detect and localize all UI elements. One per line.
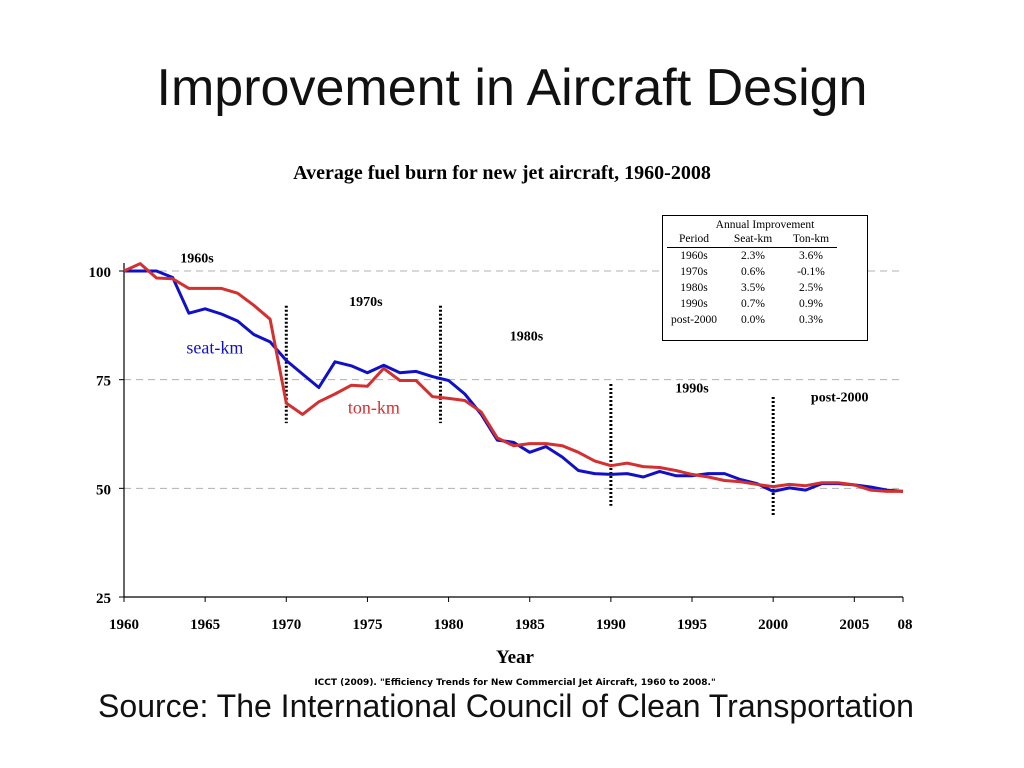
table-cell: 1990s (680, 298, 708, 310)
x-tick-label: 2000 (758, 617, 788, 633)
table-cell: 1980s (680, 282, 708, 294)
table-cell: 2.5% (799, 282, 823, 294)
table-row: 1990s 0.7% 0.9% (667, 296, 837, 312)
table-cell: 0.0% (741, 314, 765, 326)
table-cell: 3.6% (799, 250, 823, 262)
table-cell: 1960s (680, 250, 708, 262)
x-tick-labels: 1960 1965 1970 1975 1980 1985 1990 1995 2000 2005… (109, 617, 913, 633)
x-tick-label: 1985 (515, 617, 545, 633)
table-cell: 3.5% (741, 282, 765, 294)
slide-title: Improvement in Aircraft Design (156, 59, 868, 117)
series-label-seat-km: seat-km (186, 338, 243, 358)
x-tick-label: 1980 (434, 617, 464, 633)
improvement-grid: Period Seat-km Ton-km 1960s 2.3% 3.6% 19… (667, 231, 837, 328)
y-tick-labels: 100 75 50 25 (89, 265, 112, 607)
chart-title: Average fuel burn for new jet aircraft, … (293, 162, 711, 184)
x-tick-label: 1965 (190, 617, 220, 633)
table-cell: 0.3% (799, 314, 823, 326)
x-tick-label: 1960 (109, 617, 139, 633)
header-period: Period (667, 231, 721, 248)
header-seat-km: Seat-km (721, 231, 785, 248)
y-tick-label: 75 (96, 374, 111, 390)
x-tick-label: 1995 (677, 617, 707, 633)
period-label: 1990s (675, 382, 709, 397)
axes (119, 263, 904, 602)
table-cell: 0.6% (741, 266, 765, 278)
citation-text: ICCT (2009). "Efficiency Trends for New … (314, 678, 716, 688)
series-line-seat-km (124, 269, 904, 493)
y-tick-label: 100 (89, 265, 112, 281)
source-text: Source: The International Council of Cle… (98, 688, 914, 724)
series-label-ton-km: ton-km (348, 398, 400, 418)
table-header-row: Period Seat-km Ton-km (667, 231, 837, 248)
series-line-ton-km (123, 262, 903, 493)
period-label: 1980s (510, 330, 544, 345)
period-labels: 1960s 1970s 1980s 1990s post-2000 (180, 251, 868, 405)
x-tick-label: 08 (898, 617, 913, 633)
table-cell: -0.1% (797, 266, 825, 278)
period-label: post-2000 (811, 390, 869, 405)
y-tick-label: 25 (96, 591, 111, 607)
table-row: post-2000 0.0% 0.3% (667, 312, 837, 328)
table-row: 1980s 3.5% 2.5% (667, 280, 837, 296)
series-lines (123, 262, 904, 493)
x-tick-label: 1975 (352, 617, 382, 633)
x-tick-label: 1970 (271, 617, 301, 633)
table-cell: post-2000 (671, 314, 717, 326)
period-label: 1970s (349, 295, 383, 310)
y-tick-label: 50 (96, 482, 111, 498)
annual-improvement-table: Annual Improvement Period Seat-km Ton-km… (662, 215, 868, 341)
x-tick-label: 1990 (596, 617, 626, 633)
table-cell: 1970s (680, 266, 708, 278)
period-label: 1960s (180, 251, 214, 266)
annual-improvement-caption: Annual Improvement (715, 219, 815, 231)
x-axis-label: Year (496, 647, 535, 668)
table-cell: 0.9% (799, 298, 823, 310)
table-row: 1970s 0.6% -0.1% (667, 264, 837, 280)
table-cell: 2.3% (741, 250, 765, 262)
table-row: 1960s 2.3% 3.6% (667, 248, 837, 265)
table-cell: 0.7% (741, 298, 765, 310)
series-labels: seat-km ton-km (186, 338, 400, 418)
x-tick-label: 2005 (839, 617, 869, 633)
header-ton-km: Ton-km (785, 231, 837, 248)
